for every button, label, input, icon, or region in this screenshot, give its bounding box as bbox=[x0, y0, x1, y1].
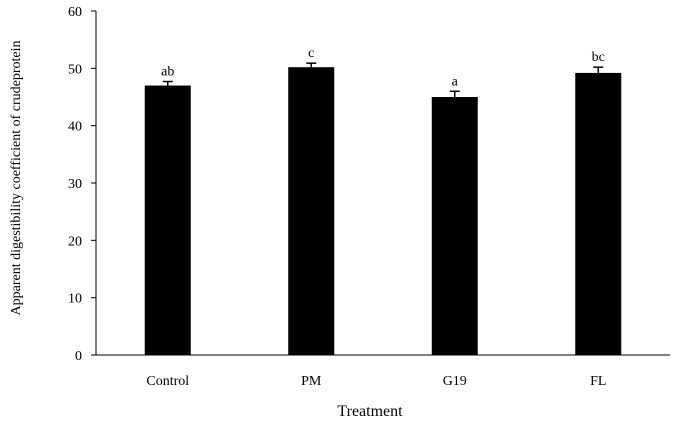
bar-control bbox=[144, 85, 191, 356]
y-tick-label: 30 bbox=[68, 177, 82, 192]
bar-annotation-g19: a bbox=[452, 74, 459, 89]
y-axis-label: Apparent digestibility coefficient of cr… bbox=[9, 41, 24, 316]
y-tick-label: 10 bbox=[68, 292, 82, 307]
y-tick-label: 60 bbox=[68, 5, 82, 20]
x-tick-labels: Control PM G19 FL bbox=[146, 374, 606, 389]
y-tick-label: 20 bbox=[68, 234, 82, 249]
bar-annotation-pm: c bbox=[308, 46, 314, 61]
x-tick-label-g19: G19 bbox=[443, 374, 467, 389]
y-tick-label: 40 bbox=[68, 120, 82, 135]
bar-fl bbox=[575, 72, 622, 356]
x-axis-label: Treatment bbox=[337, 403, 403, 420]
bar-pm bbox=[288, 67, 335, 355]
y-tick-label: 0 bbox=[75, 349, 82, 364]
y-tick-label: 50 bbox=[68, 62, 82, 77]
x-tick-label-pm: PM bbox=[301, 374, 322, 389]
bar-g19 bbox=[431, 97, 478, 355]
x-tick-label-control: Control bbox=[146, 374, 189, 389]
bar-annotation-fl: bc bbox=[592, 50, 605, 65]
bar-annotation-control: ab bbox=[161, 65, 174, 80]
x-tick-label-fl: FL bbox=[590, 374, 606, 389]
y-ticks: 0 10 20 30 40 50 60 bbox=[68, 5, 96, 364]
